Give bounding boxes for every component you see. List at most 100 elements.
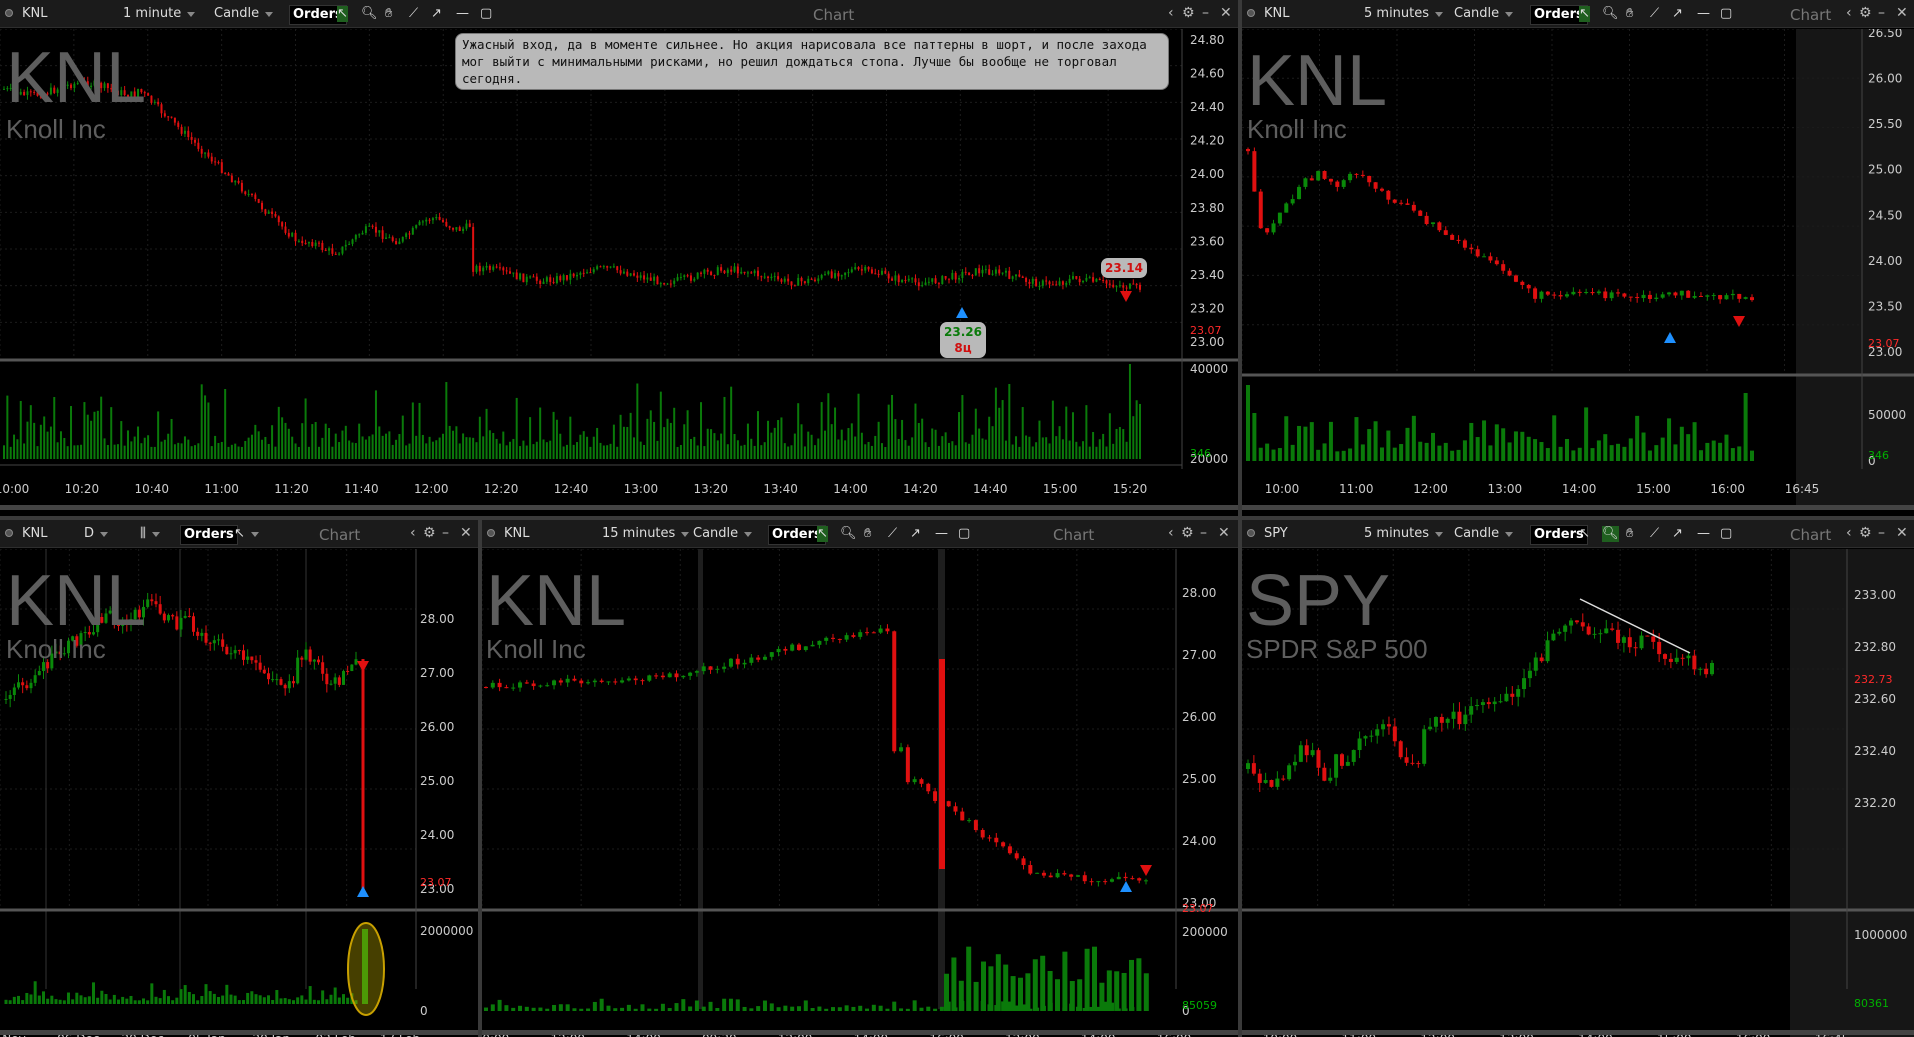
horizontal-scrollbar[interactable] — [0, 505, 1238, 510]
symbol-field[interactable]: KNL — [504, 526, 530, 541]
rect-tool-icon[interactable]: ▢ — [480, 6, 493, 21]
arrow-tool-icon[interactable]: ↗ — [910, 526, 921, 541]
volume-bar — [1309, 422, 1314, 461]
interval-dropdown[interactable]: 15 minutes — [602, 526, 690, 541]
minimize-icon[interactable]: – — [442, 525, 449, 541]
hand-icon[interactable]: ✋︎ — [864, 526, 872, 541]
close-icon[interactable]: ✕ — [460, 525, 472, 541]
orders-button[interactable]: Orders — [1530, 5, 1588, 25]
close-icon[interactable]: ✕ — [1896, 525, 1908, 541]
rect-tool-icon[interactable]: ▢ — [958, 526, 971, 541]
close-icon[interactable]: ✕ — [1220, 5, 1232, 21]
scroll-left-icon[interactable]: ‹ — [1846, 5, 1852, 21]
symbol-field[interactable]: KNL — [22, 526, 48, 541]
orders-button[interactable]: Orders — [768, 525, 826, 545]
close-icon[interactable]: ✕ — [1218, 525, 1230, 541]
gear-icon[interactable]: ⚙ — [1859, 525, 1872, 541]
line-tool-icon[interactable]: ⟋ — [1650, 6, 1660, 21]
link-dot-icon[interactable] — [487, 529, 495, 537]
hline-tool-icon[interactable]: — — [1697, 6, 1710, 21]
zoom-icon[interactable]: 🔍︎ — [361, 6, 378, 21]
volume-bar — [643, 444, 646, 459]
line-tool-icon[interactable]: ⟋ — [409, 6, 419, 21]
volume-bar — [860, 432, 863, 459]
zoom-icon[interactable]: 🔍︎ — [1602, 526, 1619, 542]
minimize-icon[interactable]: – — [1200, 525, 1207, 541]
chart-style-dropdown[interactable]: Candle — [1454, 6, 1514, 21]
link-dot-icon[interactable] — [1247, 9, 1255, 17]
cursor-icon[interactable]: ↖ — [337, 6, 348, 22]
hand-icon[interactable]: ✋︎ — [1626, 6, 1634, 21]
horizontal-scrollbar[interactable] — [0, 1030, 478, 1035]
interval-dropdown[interactable]: D — [84, 526, 109, 541]
hline-tool-icon[interactable]: — — [1697, 526, 1710, 541]
rect-tool-icon[interactable]: ▢ — [1720, 6, 1733, 21]
symbol-field[interactable]: KNL — [1264, 6, 1290, 21]
line-tool-icon[interactable]: ⟋ — [888, 526, 898, 541]
cursor-icon[interactable]: ↖ — [234, 526, 259, 541]
candle — [927, 281, 930, 283]
interval-dropdown[interactable]: 5 minutes — [1364, 526, 1444, 541]
symbol-field[interactable]: SPY — [1264, 526, 1288, 541]
line-tool-icon[interactable]: ⟋ — [1650, 526, 1660, 541]
volume-bar — [854, 436, 857, 459]
minimize-icon[interactable]: – — [1878, 5, 1885, 21]
gear-icon[interactable]: ⚙ — [1182, 5, 1195, 21]
zoom-icon[interactable]: 🔍︎ — [840, 526, 857, 541]
chart-style-dropdown[interactable]: Candle — [693, 526, 753, 541]
scroll-left-icon[interactable]: ‹ — [410, 525, 416, 541]
orders-button[interactable]: Orders — [1530, 525, 1588, 545]
scroll-left-icon[interactable]: ‹ — [1168, 525, 1174, 541]
orders-button[interactable]: Orders — [180, 525, 238, 545]
volume-bar — [1136, 958, 1142, 1011]
chart-style-icon[interactable]: ⫼ — [140, 526, 160, 541]
chart-canvas[interactable]: 233.00 232.80 232.60 232.40 232.20 232.73 1000… — [1242, 549, 1914, 1037]
cursor-icon[interactable]: ↖ — [1579, 6, 1590, 22]
scroll-left-icon[interactable]: ‹ — [1846, 525, 1852, 541]
chart-canvas[interactable]: 26.50 26.00 25.50 25.00 24.50 24.00 23.50 23.00… — [1242, 29, 1914, 505]
chart-style-dropdown[interactable]: Candle — [1454, 526, 1514, 541]
orders-button[interactable]: Orders — [289, 5, 347, 25]
scroll-left-icon[interactable]: ‹ — [1168, 5, 1174, 21]
interval-dropdown[interactable]: 5 minutes — [1364, 6, 1444, 21]
cursor-icon[interactable]: ↖ — [1579, 526, 1590, 541]
gear-icon[interactable]: ⚙ — [1181, 525, 1194, 541]
gear-icon[interactable]: ⚙ — [1859, 5, 1872, 21]
rect-tool-icon[interactable]: ▢ — [1720, 526, 1733, 541]
candle — [100, 82, 103, 89]
cursor-icon[interactable]: ↖ — [817, 526, 828, 542]
arrow-tool-icon[interactable]: ↗ — [1672, 6, 1683, 21]
link-dot-icon[interactable] — [5, 529, 13, 537]
price-tick-label: 23.20 — [1190, 301, 1224, 315]
arrow-tool-icon[interactable]: ↗ — [1672, 526, 1683, 541]
volume-bar — [86, 414, 89, 459]
zoom-icon[interactable]: 🔍︎ — [1602, 6, 1619, 21]
gear-icon[interactable]: ⚙ — [423, 525, 436, 541]
candle — [291, 232, 294, 237]
time-tick-label: 16:00 — [1710, 482, 1745, 496]
horizontal-scrollbar[interactable] — [482, 1030, 1238, 1035]
minimize-icon[interactable]: – — [1202, 5, 1209, 21]
hline-tool-icon[interactable]: — — [935, 526, 948, 541]
candle — [1275, 778, 1280, 787]
chart-canvas[interactable]: 24.80 24.60 24.40 24.20 24.00 23.80 23.60 23.40… — [0, 29, 1238, 505]
minimize-icon[interactable]: – — [1878, 525, 1885, 541]
volume-bar — [646, 418, 649, 459]
chart-style-dropdown[interactable]: Candle — [214, 6, 274, 21]
link-dot-icon[interactable] — [5, 9, 13, 17]
hand-icon[interactable]: ✋︎ — [385, 6, 393, 21]
horizontal-scrollbar[interactable] — [1242, 1030, 1914, 1035]
hand-icon[interactable]: ✋︎ — [1626, 526, 1634, 541]
hline-tool-icon[interactable]: — — [456, 6, 469, 21]
candle — [686, 275, 689, 277]
arrow-tool-icon[interactable]: ↗ — [431, 6, 442, 21]
link-dot-icon[interactable] — [1247, 529, 1255, 537]
close-icon[interactable]: ✕ — [1896, 5, 1908, 21]
volume-bar — [921, 418, 924, 459]
symbol-field[interactable]: KNL — [22, 6, 48, 21]
horizontal-scrollbar[interactable] — [1242, 505, 1914, 510]
interval-dropdown[interactable]: 1 minute — [123, 6, 196, 21]
volume-bar — [381, 435, 384, 459]
